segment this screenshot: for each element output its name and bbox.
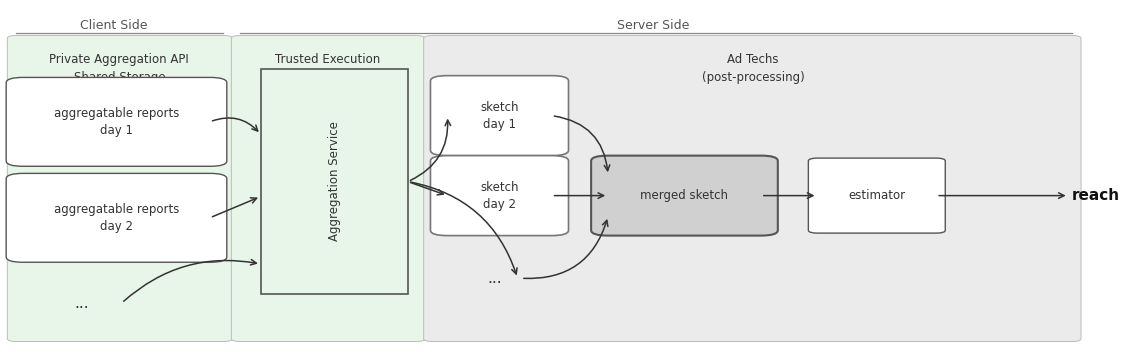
FancyBboxPatch shape: [431, 156, 568, 236]
Text: ...: ...: [487, 271, 501, 286]
Text: Private Aggregation API
Shared Storage: Private Aggregation API Shared Storage: [49, 53, 189, 83]
FancyBboxPatch shape: [7, 35, 232, 342]
Text: estimator: estimator: [848, 189, 905, 202]
FancyBboxPatch shape: [431, 76, 568, 156]
Text: Trusted Execution
Environment: Trusted Execution Environment: [275, 53, 381, 83]
FancyBboxPatch shape: [591, 156, 778, 236]
FancyBboxPatch shape: [6, 173, 226, 262]
Text: sketch
day 1: sketch day 1: [480, 101, 518, 131]
Text: Client Side: Client Side: [80, 19, 148, 32]
Text: Ad Techs
(post-processing): Ad Techs (post-processing): [702, 53, 804, 83]
Text: aggregatable reports
day 1: aggregatable reports day 1: [53, 107, 180, 137]
Bar: [260, 69, 408, 294]
FancyBboxPatch shape: [231, 35, 425, 342]
Text: merged sketch: merged sketch: [640, 189, 729, 202]
Text: reach: reach: [1072, 188, 1120, 203]
FancyBboxPatch shape: [6, 77, 226, 166]
Text: aggregatable reports
day 2: aggregatable reports day 2: [53, 203, 180, 233]
Text: ...: ...: [75, 296, 90, 310]
FancyBboxPatch shape: [424, 35, 1081, 342]
Text: Server Side: Server Side: [617, 19, 689, 32]
FancyBboxPatch shape: [808, 158, 945, 233]
Text: Aggregation Service: Aggregation Service: [327, 121, 341, 241]
Text: sketch
day 2: sketch day 2: [480, 180, 518, 210]
